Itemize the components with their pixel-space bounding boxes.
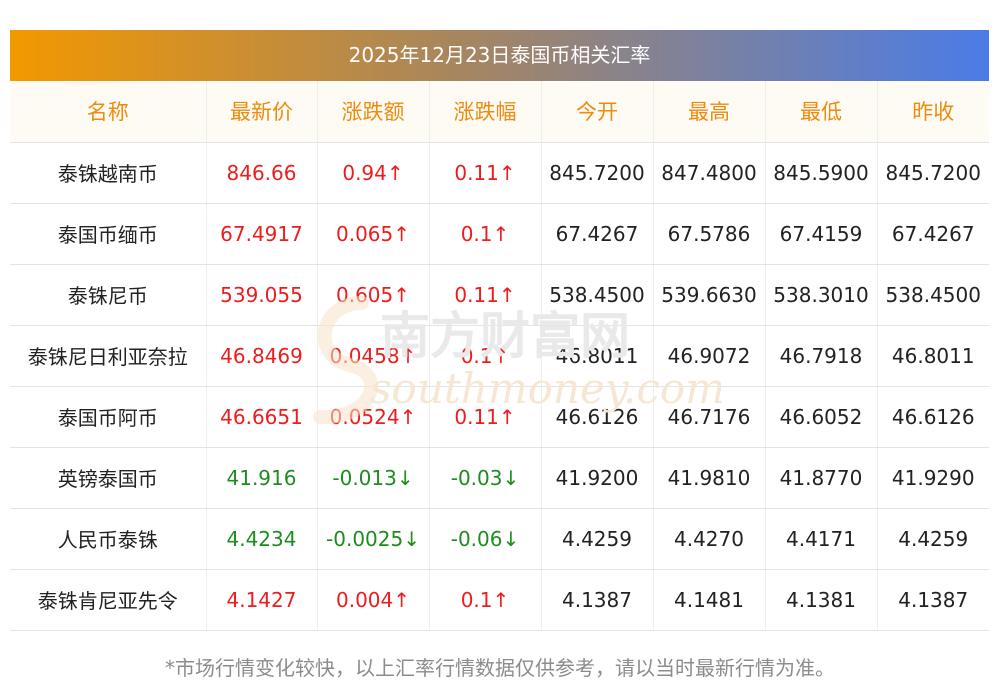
cell-latest: 41.916	[206, 447, 318, 509]
cell-latest: 46.6651	[206, 386, 318, 448]
cell-latest: 846.66	[206, 142, 318, 204]
cell-prev-close: 67.4267	[877, 203, 989, 265]
cell-open: 4.4259	[541, 508, 654, 570]
cell-low: 845.5900	[765, 142, 878, 204]
cell-low: 67.4159	[765, 203, 878, 265]
cell-open: 41.9200	[541, 447, 654, 509]
cell-latest: 539.055	[206, 264, 318, 326]
cell-high: 67.5786	[653, 203, 766, 265]
cell-prev-close: 845.7200	[877, 142, 989, 204]
cell-open: 845.7200	[541, 142, 654, 204]
cell-latest: 4.1427	[206, 569, 318, 631]
cell-change-pct: -0.03↓	[429, 447, 542, 509]
table-header-row: 名称 最新价 涨跌额 涨跌幅 今开 最高 最低 昨收	[10, 81, 989, 143]
cell-change-pct: -0.06↓	[429, 508, 542, 570]
table-row: 泰铢尼日利亚奈拉 46.8469 0.0458↑ 0.1↑ 46.8011 46…	[10, 325, 989, 387]
table-row: 泰铢尼币 539.055 0.605↑ 0.11↑ 538.4500 539.6…	[10, 264, 989, 326]
cell-prev-close: 538.4500	[877, 264, 989, 326]
cell-change-pct: 0.1↑	[429, 569, 542, 631]
cell-change-pct: 0.11↑	[429, 386, 542, 448]
cell-change-pct: 0.11↑	[429, 142, 542, 204]
cell-low: 4.4171	[765, 508, 878, 570]
cell-name: 泰铢尼日利亚奈拉	[10, 325, 207, 387]
table-title: 2025年12月23日泰国币相关汇率	[10, 30, 989, 81]
column-header-latest: 最新价	[206, 81, 318, 143]
cell-change: 0.0524↑	[317, 386, 430, 448]
table-row: 人民币泰铢 4.4234 -0.0025↓ -0.06↓ 4.4259 4.42…	[10, 508, 989, 570]
cell-name: 泰国币缅币	[10, 203, 207, 265]
column-header-open: 今开	[541, 81, 654, 143]
cell-low: 46.6052	[765, 386, 878, 448]
cell-high: 539.6630	[653, 264, 766, 326]
cell-open: 46.6126	[541, 386, 654, 448]
cell-high: 847.4800	[653, 142, 766, 204]
cell-change: -0.013↓	[317, 447, 430, 509]
cell-change: 0.94↑	[317, 142, 430, 204]
cell-high: 4.4270	[653, 508, 766, 570]
cell-open: 46.8011	[541, 325, 654, 387]
cell-low: 41.8770	[765, 447, 878, 509]
cell-name: 泰铢肯尼亚先令	[10, 569, 207, 631]
table-row: 泰国币缅币 67.4917 0.065↑ 0.1↑ 67.4267 67.578…	[10, 203, 989, 265]
cell-latest: 67.4917	[206, 203, 318, 265]
column-header-prev-close: 昨收	[877, 81, 989, 143]
column-header-change-pct: 涨跌幅	[429, 81, 542, 143]
column-header-name: 名称	[10, 81, 207, 143]
cell-open: 4.1387	[541, 569, 654, 631]
table-row: 英镑泰国币 41.916 -0.013↓ -0.03↓ 41.9200 41.9…	[10, 447, 989, 509]
cell-latest: 4.4234	[206, 508, 318, 570]
cell-prev-close: 4.4259	[877, 508, 989, 570]
cell-prev-close: 41.9290	[877, 447, 989, 509]
exchange-rate-table: 名称 最新价 涨跌额 涨跌幅 今开 最高 最低 昨收 泰铢越南币 846.66 …	[10, 81, 989, 631]
table-row: 泰国币阿币 46.6651 0.0524↑ 0.11↑ 46.6126 46.7…	[10, 386, 989, 448]
table-row: 泰铢越南币 846.66 0.94↑ 0.11↑ 845.7200 847.48…	[10, 142, 989, 204]
cell-change: -0.0025↓	[317, 508, 430, 570]
cell-low: 4.1381	[765, 569, 878, 631]
cell-change: 0.0458↑	[317, 325, 430, 387]
cell-high: 46.7176	[653, 386, 766, 448]
cell-open: 67.4267	[541, 203, 654, 265]
cell-change-pct: 0.11↑	[429, 264, 542, 326]
cell-prev-close: 46.6126	[877, 386, 989, 448]
cell-name: 泰铢越南币	[10, 142, 207, 204]
cell-low: 538.3010	[765, 264, 878, 326]
column-header-change: 涨跌额	[317, 81, 430, 143]
cell-change: 0.605↑	[317, 264, 430, 326]
cell-change-pct: 0.1↑	[429, 203, 542, 265]
disclaimer-footnote: *市场行情变化较快，以上汇率行情数据仅供参考，请以当时最新行情为准。	[165, 656, 835, 680]
cell-change: 0.004↑	[317, 569, 430, 631]
cell-name: 英镑泰国币	[10, 447, 207, 509]
cell-change: 0.065↑	[317, 203, 430, 265]
cell-change-pct: 0.1↑	[429, 325, 542, 387]
column-header-low: 最低	[765, 81, 878, 143]
cell-prev-close: 4.1387	[877, 569, 989, 631]
cell-name: 人民币泰铢	[10, 508, 207, 570]
cell-name: 泰国币阿币	[10, 386, 207, 448]
cell-high: 41.9810	[653, 447, 766, 509]
table-row: 泰铢肯尼亚先令 4.1427 0.004↑ 0.1↑ 4.1387 4.1481…	[10, 569, 989, 631]
cell-high: 4.1481	[653, 569, 766, 631]
rate-table-panel: 2025年12月23日泰国币相关汇率 名称 最新价 涨跌额 涨跌幅 今开 最高 …	[10, 30, 989, 631]
cell-latest: 46.8469	[206, 325, 318, 387]
cell-open: 538.4500	[541, 264, 654, 326]
column-header-high: 最高	[653, 81, 766, 143]
cell-prev-close: 46.8011	[877, 325, 989, 387]
cell-high: 46.9072	[653, 325, 766, 387]
cell-low: 46.7918	[765, 325, 878, 387]
cell-name: 泰铢尼币	[10, 264, 207, 326]
